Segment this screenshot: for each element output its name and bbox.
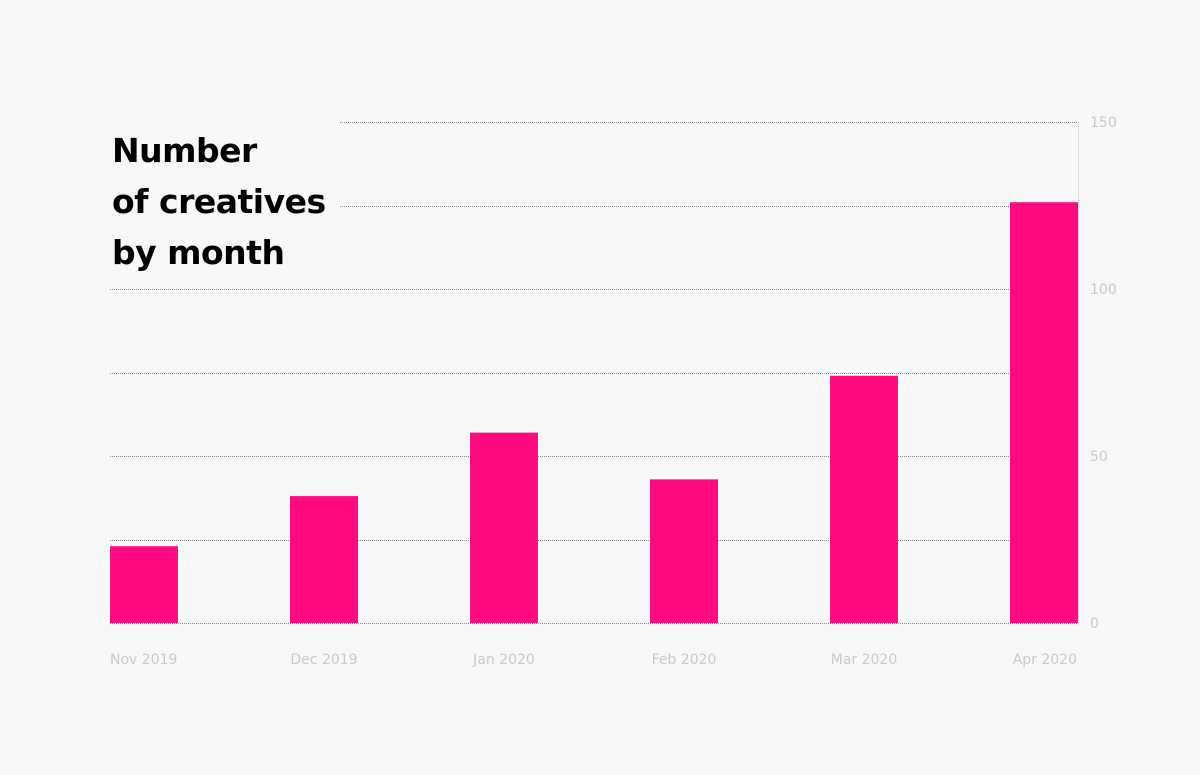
bars <box>110 202 1078 623</box>
y-tick-label: 50 <box>1090 449 1108 465</box>
x-tick-label: Nov 2019 <box>110 652 177 668</box>
chart-title-line-1: Number <box>112 131 258 170</box>
gridlines <box>110 122 1079 624</box>
chart-title-line-2: of creatives <box>112 182 326 221</box>
y-tick-label: 0 <box>1090 616 1099 632</box>
x-tick-label: Feb 2020 <box>652 652 717 668</box>
y-tick-label: 100 <box>1090 282 1117 298</box>
bar-mar-2020 <box>830 375 898 623</box>
bar-feb-2020 <box>650 479 718 623</box>
x-axis-ticks: Nov 2019 Dec 2019 Jan 2020 Feb 2020 Mar 2020… <box>110 652 1077 668</box>
x-tick-label: Jan 2020 <box>472 652 535 668</box>
y-tick-label: 150 <box>1090 115 1117 131</box>
bar-jan-2020 <box>470 432 538 623</box>
bar-nov-2019 <box>110 546 178 623</box>
chart-title: Number of creatives by month <box>100 120 340 280</box>
x-tick-label: Apr 2020 <box>1013 652 1077 668</box>
y-axis-ticks: 0 50 100 150 <box>1090 115 1117 632</box>
chart-title-line-3: by month <box>112 233 284 272</box>
x-tick-label: Dec 2019 <box>290 652 357 668</box>
bar-apr-2020 <box>1010 202 1078 623</box>
bar-dec-2019 <box>290 496 358 623</box>
x-tick-label: Mar 2020 <box>831 652 898 668</box>
